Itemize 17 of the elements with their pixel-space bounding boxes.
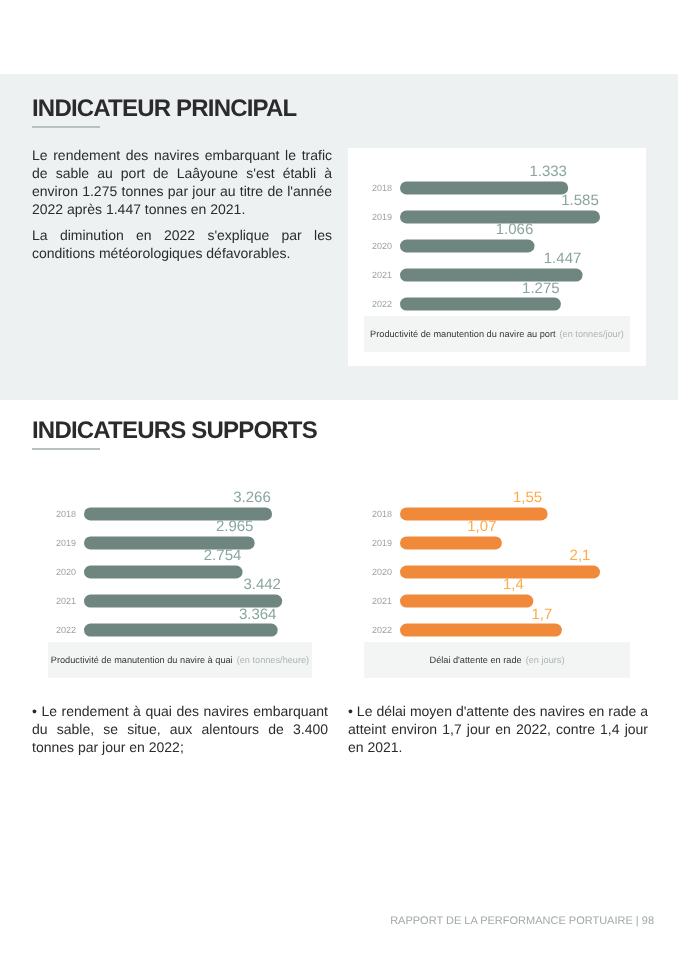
text: INDICATEUR PRINCIPAL: [32, 94, 297, 122]
bar: [84, 594, 283, 608]
bar: [84, 507, 273, 521]
bar: [84, 565, 243, 579]
bar: [84, 536, 255, 550]
bar: [400, 507, 548, 521]
bar: [400, 210, 600, 224]
bar: [84, 623, 278, 637]
bar: [400, 623, 562, 637]
bar: [400, 536, 502, 550]
bar: [400, 565, 600, 579]
bar: [400, 268, 583, 282]
bar: [400, 594, 534, 608]
bar: [400, 181, 569, 195]
text: INDICATEURS SUPPORTS: [32, 416, 317, 444]
bar: [400, 297, 561, 311]
bar: [400, 239, 535, 253]
